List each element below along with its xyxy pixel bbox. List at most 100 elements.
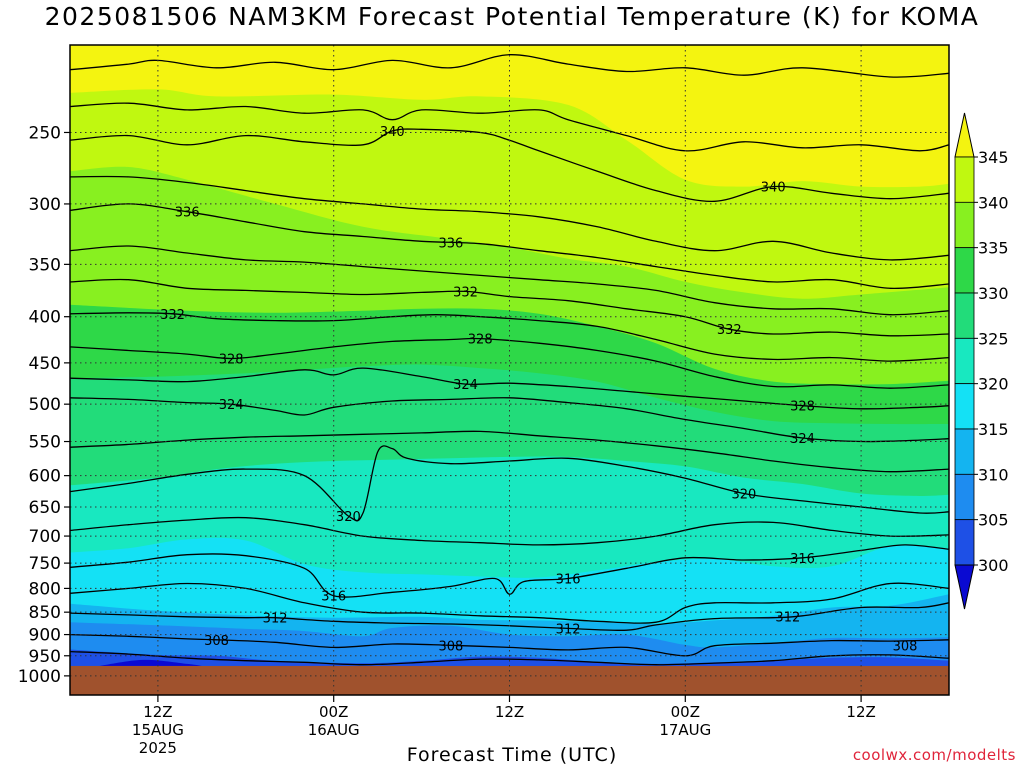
colorbar-label: 335 — [978, 239, 1009, 258]
colorbar-label: 320 — [978, 375, 1009, 394]
y-tick-label: 650 — [29, 498, 61, 518]
y-tick-label: 950 — [29, 647, 61, 667]
y-tick-label: 850 — [29, 603, 61, 623]
contour-label: 340 — [761, 181, 786, 196]
contour-line-3 — [70, 128, 949, 202]
contour-line-6 — [70, 245, 949, 316]
contour-label: 332 — [717, 323, 742, 338]
colorbar-segment — [954, 201, 975, 249]
contour-label: 316 — [790, 552, 815, 567]
x-tick-label: 2025 — [139, 739, 177, 757]
contour-label: 332 — [160, 308, 185, 323]
contour-line-1 — [70, 54, 949, 78]
contour-line-15 — [70, 544, 949, 598]
y-tick-label: 900 — [29, 626, 61, 646]
x-tick-label: 12Z — [143, 703, 172, 721]
x-tick-label: 17AUG — [659, 721, 711, 739]
x-tick-label: 16AUG — [308, 721, 360, 739]
contour-label: 312 — [775, 610, 800, 625]
contour-line-2 — [70, 102, 949, 152]
colorbar-extend-bottom — [954, 564, 975, 610]
contour-line-16 — [70, 582, 949, 624]
colorbar-segment — [954, 428, 975, 475]
y-tick-label: 600 — [29, 467, 61, 487]
colorbar-segment — [954, 292, 975, 339]
y-tick-label: 800 — [29, 579, 61, 599]
contour-label: 328 — [790, 400, 815, 415]
contour-label: 312 — [263, 612, 288, 627]
y-tick-label: 750 — [29, 554, 61, 574]
colorbar-label: 315 — [978, 420, 1009, 439]
x-tick-label: 00Z — [319, 703, 348, 721]
colorbar-segment — [954, 383, 975, 430]
contour-line-18 — [70, 633, 949, 657]
colorbar-segment — [954, 473, 975, 521]
colorbar: 300 305 310 315 320 325 330 335 340 345 — [954, 112, 1009, 610]
colorbar-label: 330 — [978, 284, 1009, 303]
contour-label: 308 — [893, 640, 918, 655]
theta-field — [70, 45, 949, 695]
x-tick-label: 15AUG — [132, 721, 184, 739]
y-tick-label: 700 — [29, 527, 61, 547]
contour-line-14 — [70, 516, 949, 546]
contour-line-5 — [70, 203, 949, 289]
contour-label: 312 — [556, 622, 581, 637]
x-tick-label: 00Z — [671, 703, 700, 721]
contour-label: 324 — [219, 398, 244, 413]
colorbar-segment — [954, 247, 975, 294]
contour-label: 336 — [438, 236, 463, 251]
y-tick-label: 500 — [29, 395, 61, 415]
y-tick-label: 1000 — [18, 667, 61, 687]
y-tick-label: 350 — [29, 255, 61, 275]
y-tick-label: 450 — [29, 354, 61, 374]
colorbar-label: 345 — [978, 148, 1009, 167]
contour-label: 320 — [731, 488, 756, 503]
contour-line-4 — [70, 175, 949, 261]
contour-label: 324 — [453, 378, 478, 393]
contour-line-9 — [70, 337, 949, 389]
contour-line-17 — [70, 602, 949, 631]
x-tick-label: 12Z — [495, 703, 524, 721]
isentrope-contours — [70, 54, 949, 666]
colorbar-extend-top — [954, 112, 975, 158]
contour-label: 308 — [438, 639, 463, 654]
contour-label: 316 — [321, 590, 346, 605]
contour-label: 328 — [468, 333, 493, 348]
chart-title: 2025081506 NAM3KM Forecast Potential Tem… — [44, 2, 980, 31]
theta-band-300 — [99, 659, 202, 666]
contour-label: 316 — [556, 572, 581, 587]
contour-line-19 — [70, 650, 949, 666]
contour-line-10 — [70, 367, 949, 410]
y-tick-label: 550 — [29, 433, 61, 453]
contour-label: 308 — [204, 634, 229, 649]
y-tick-label: 300 — [29, 195, 61, 215]
contour-line-11 — [70, 397, 949, 443]
contour-label: 336 — [175, 206, 200, 221]
contour-line-13 — [70, 445, 949, 522]
colorbar-label: 300 — [978, 556, 1009, 575]
colorbar-segment — [954, 156, 975, 203]
contour-line-12 — [70, 430, 949, 473]
y-tick-label: 250 — [29, 123, 61, 143]
contour-label: 332 — [453, 285, 478, 300]
y-tick-label: 400 — [29, 308, 61, 328]
contour-line-7 — [70, 278, 949, 337]
colorbar-segment — [954, 337, 975, 385]
contour-label: 324 — [790, 432, 815, 447]
x-axis-title: Forecast Time (UTC) — [406, 744, 618, 766]
contour-label: 328 — [219, 352, 244, 367]
contour-label: 320 — [336, 510, 361, 525]
colorbar-label: 305 — [978, 511, 1009, 530]
colorbar-label: 340 — [978, 193, 1009, 212]
contour-label: 340 — [380, 125, 405, 140]
y-axis: 250 300 350 400 450 500 550 600 650 700 750 800 850 9… — [18, 123, 70, 687]
dotted-grid — [70, 45, 949, 695]
colorbar-segment — [954, 519, 975, 566]
colorbar-label: 325 — [978, 329, 1009, 348]
colorbar-label: 310 — [978, 465, 1009, 484]
x-tick-label: 12Z — [846, 703, 875, 721]
contour-labels: 340 340 336 336 332 332 332 328 328 328 324 324 324 3… — [160, 125, 918, 655]
site-credit: coolwx.com/modelts — [852, 746, 1016, 764]
